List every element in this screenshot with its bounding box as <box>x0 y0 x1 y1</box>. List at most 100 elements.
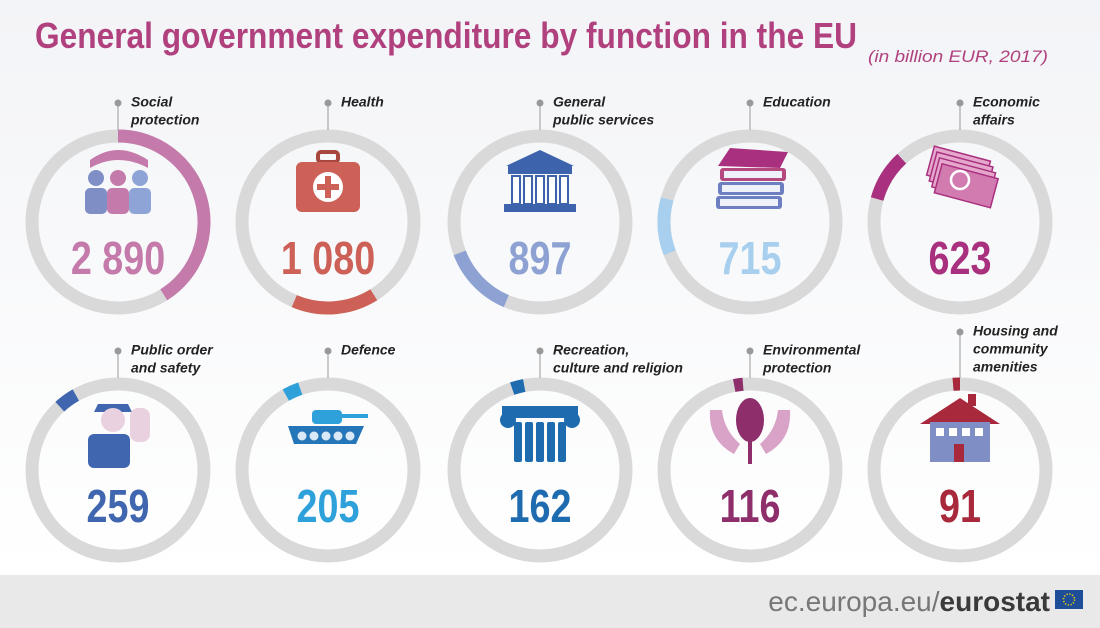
icon-hand <box>90 150 148 168</box>
ring-track <box>867 129 1053 315</box>
item: General public services 897 <box>447 94 654 315</box>
item: Economic affairs 623 <box>867 94 1053 315</box>
icon-roof <box>506 150 574 166</box>
icon-chimney <box>968 394 976 406</box>
category-label: Health <box>341 94 384 110</box>
ring-arc <box>291 289 378 315</box>
pin-dot <box>536 99 544 107</box>
icon-flute <box>525 422 533 462</box>
category-label: Education <box>763 94 831 110</box>
item: Public order and safety 259 <box>25 342 214 563</box>
icon-hand <box>709 410 740 454</box>
category-label: protection <box>762 360 831 376</box>
icon-roof <box>920 398 1000 424</box>
icon-hand <box>760 410 791 454</box>
icon-flute <box>547 422 555 462</box>
icon-euro <box>949 169 971 191</box>
icon-head <box>88 170 104 186</box>
icon-pages <box>720 199 778 206</box>
icon-capital <box>502 406 578 418</box>
pin-dot <box>746 347 754 355</box>
icon-head <box>110 170 126 186</box>
icon <box>85 150 151 214</box>
ring-arc <box>870 153 907 201</box>
icon-body <box>107 188 129 214</box>
icon <box>709 398 791 464</box>
ring-arc <box>55 389 80 412</box>
icon-body <box>85 188 107 214</box>
icon-window <box>949 428 957 436</box>
item: Defence 205 <box>235 342 421 563</box>
value-label: 2 890 <box>71 233 165 284</box>
icon-pages <box>722 185 780 192</box>
value-label: 205 <box>297 481 360 532</box>
icon <box>920 394 1000 462</box>
ring-arc <box>733 377 744 392</box>
value-label: 259 <box>87 481 150 532</box>
ring-track <box>447 129 633 315</box>
icon-frieze <box>508 166 572 174</box>
category-label: Defence <box>341 342 396 358</box>
category-label: Recreation, <box>553 342 629 358</box>
category-label: community <box>973 341 1049 357</box>
icon-turret <box>312 410 342 424</box>
category-label: public services <box>552 112 654 128</box>
chart-title: General government expenditure by functi… <box>35 15 857 56</box>
chart-subtitle: (in billion EUR, 2017) <box>868 47 1048 66</box>
pin-dot <box>324 347 332 355</box>
icon <box>925 145 1000 209</box>
value-label: 1 080 <box>281 233 375 284</box>
pin-dot <box>114 99 122 107</box>
ring-arc <box>117 129 211 301</box>
ring-arc <box>657 197 676 256</box>
ring-track <box>25 377 211 563</box>
icon-window <box>975 428 983 436</box>
category-label: Environmental <box>763 342 861 358</box>
footer-domain: ec.europa.eu/ <box>768 586 939 617</box>
icon-pillar <box>559 175 569 205</box>
pin-dot <box>536 347 544 355</box>
icon <box>716 148 788 209</box>
icon-pillar <box>547 175 557 205</box>
icon-pillar <box>535 175 545 205</box>
footer-brand: eurostat <box>940 586 1050 617</box>
icon-flute <box>536 422 544 462</box>
icon <box>88 404 150 468</box>
icon-trunk <box>748 420 752 464</box>
value-label: 623 <box>929 233 992 284</box>
icon <box>288 410 368 444</box>
icon-cross <box>317 176 339 198</box>
icon <box>500 406 580 462</box>
icon-palm <box>130 408 150 442</box>
category-label: Social <box>131 94 173 110</box>
item: Social protection 2 890 <box>25 94 211 315</box>
category-label: Housing and <box>973 323 1058 339</box>
value-label: 715 <box>719 233 782 284</box>
footer-text: ec.europa.eu/eurostat <box>768 586 1050 617</box>
value-label: 116 <box>720 481 781 532</box>
value-label: 91 <box>939 481 981 532</box>
icon-volute <box>500 412 516 428</box>
category-label: Public order <box>131 342 214 358</box>
ring-arc <box>510 379 526 395</box>
category-label: affairs <box>973 112 1015 128</box>
pin-dot <box>746 99 754 107</box>
category-label: Economic <box>973 94 1040 110</box>
value-label: 897 <box>509 233 572 284</box>
icon-window <box>936 428 944 436</box>
item: Housing and community amenities 91 <box>867 323 1058 563</box>
icon-head <box>132 170 148 186</box>
category-label: General <box>553 94 606 110</box>
icon-wheel <box>309 431 319 441</box>
item: Environmental protection 116 <box>657 342 861 563</box>
icon-body <box>88 434 130 468</box>
icon-flute <box>558 422 566 462</box>
icon-barrel <box>340 414 368 418</box>
icon-door <box>954 444 964 462</box>
ring-track <box>235 377 421 563</box>
value-label: 162 <box>509 481 572 532</box>
item: Health 1 080 <box>235 94 421 315</box>
icon-flute <box>514 422 522 462</box>
